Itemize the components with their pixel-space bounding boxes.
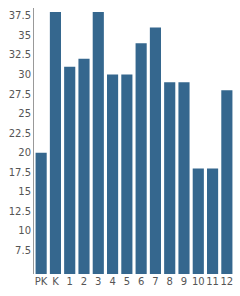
svg-text:3: 3 [95,276,101,287]
svg-text:15: 15 [18,186,31,197]
svg-text:22.5: 22.5 [9,128,31,139]
svg-text:6: 6 [138,276,144,287]
svg-text:10: 10 [192,276,205,287]
svg-text:12: 12 [220,276,233,287]
svg-text:35: 35 [18,30,31,41]
svg-text:30: 30 [18,69,31,80]
svg-text:12.5: 12.5 [9,206,31,217]
svg-text:17.5: 17.5 [9,167,31,178]
svg-text:K: K [52,276,59,287]
svg-text:1: 1 [67,276,73,287]
svg-text:7.5: 7.5 [15,245,31,256]
svg-text:PK: PK [35,276,48,287]
svg-text:10: 10 [18,225,31,236]
svg-text:7: 7 [152,276,158,287]
svg-text:4: 4 [109,276,115,287]
svg-text:11: 11 [206,276,219,287]
svg-text:25: 25 [18,108,31,119]
svg-text:37.5: 37.5 [9,10,31,21]
svg-text:5: 5 [124,276,130,287]
svg-text:8: 8 [167,276,173,287]
svg-text:32.5: 32.5 [9,49,31,60]
svg-text:27.5: 27.5 [9,89,31,100]
svg-text:9: 9 [181,276,187,287]
svg-text:20: 20 [18,147,31,158]
svg-text:2: 2 [81,276,87,287]
